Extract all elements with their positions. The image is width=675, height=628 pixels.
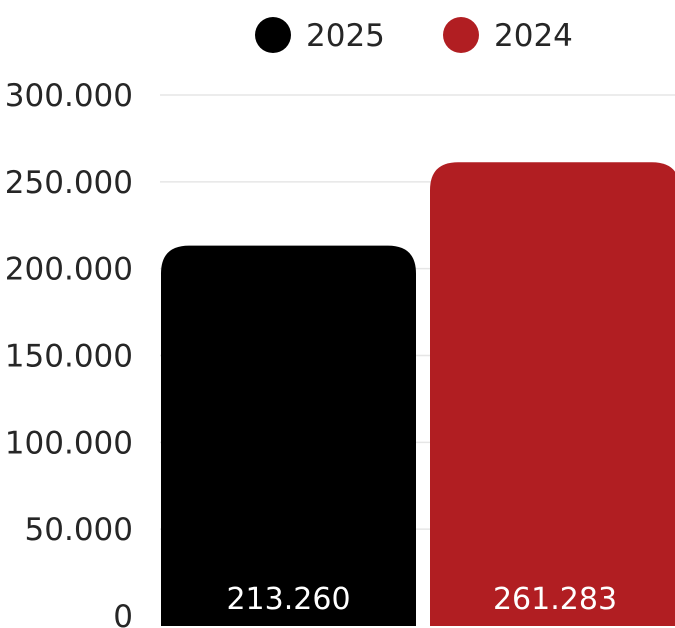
y-tick-label: 0 (113, 599, 133, 628)
legend-label-2025: 2025 (306, 18, 385, 54)
y-tick-label: 250.000 (5, 165, 133, 201)
y-tick-label: 150.000 (5, 339, 133, 375)
legend-label-2024: 2024 (494, 18, 573, 54)
y-tick-label: 100.000 (5, 425, 133, 461)
value-label-2024: 261.283 (493, 582, 617, 617)
y-axis-ticks: 0 50.000 100.000 150.000 200.000 250.000 300.0… (5, 78, 133, 628)
y-tick-label: 200.000 (5, 252, 133, 288)
bars (161, 162, 675, 626)
value-label-2025: 213.260 (226, 582, 350, 617)
legend-marker-2025 (255, 17, 291, 53)
bar-2024 (430, 162, 675, 626)
y-tick-label: 300.000 (5, 78, 133, 114)
legend-marker-2024 (443, 17, 479, 53)
bar-2025 (161, 245, 416, 626)
legend: 2025 2024 (255, 17, 573, 54)
y-tick-label: 50.000 (25, 512, 133, 548)
value-labels: 213.260 261.283 (226, 582, 617, 617)
